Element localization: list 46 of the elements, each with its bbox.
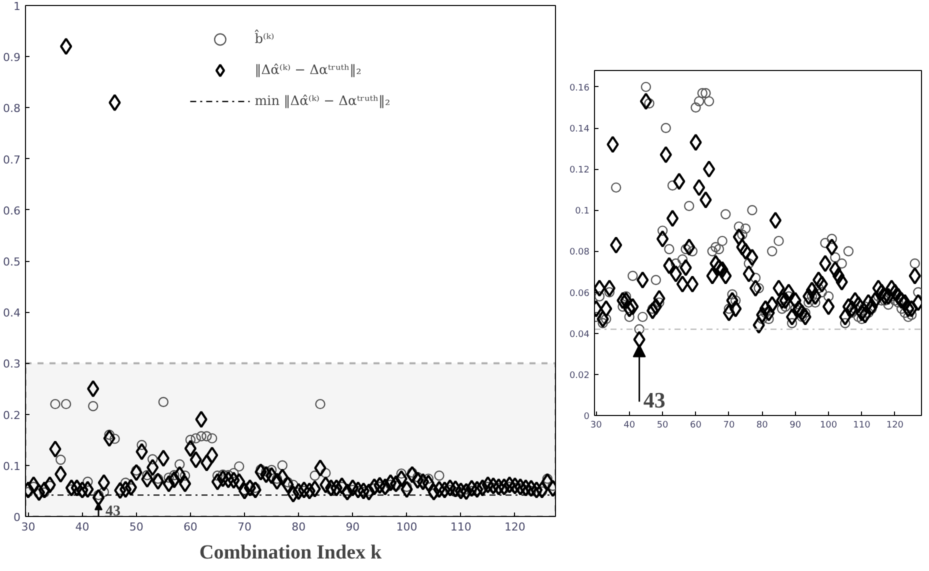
y-tick-label: 0.08 — [569, 248, 590, 258]
x-tick-label: 100 — [820, 420, 838, 430]
x-tick-label: 120 — [886, 420, 904, 430]
x-tick-label: 100 — [396, 520, 418, 534]
x-tick-label: 50 — [656, 420, 669, 430]
y-tick-label: 0.6 — [3, 204, 21, 218]
x-tick-label: 30 — [21, 520, 36, 534]
x-tick-label: 120 — [504, 520, 526, 534]
x-tick-label: 70 — [238, 520, 252, 534]
x-axis-title: Combination Index k — [199, 542, 383, 564]
y-tick-label: 0.02 — [569, 370, 590, 381]
y-tick-label: 0 — [584, 412, 590, 422]
x-tick-label: 90 — [790, 420, 802, 430]
y-tick-label: 0.4 — [3, 306, 21, 320]
annotation: 43 — [643, 388, 666, 413]
x-tick-label: 90 — [346, 520, 360, 534]
y-tick-label: 0.2 — [3, 408, 21, 422]
x-tick-label: 110 — [450, 520, 472, 534]
y-tick-label: 0.7 — [3, 153, 21, 166]
annotation: 43 — [106, 504, 121, 520]
x-tick-label: 110 — [853, 420, 871, 430]
x-tick-label: 60 — [690, 420, 702, 430]
y-tick-label: 0.14 — [569, 124, 590, 134]
y-tick-label: 0.1 — [575, 206, 590, 217]
legend-label: b̂⁽ᵏ⁾ — [254, 28, 275, 48]
x-tick-label: 50 — [129, 520, 144, 534]
x-tick-label: 30 — [590, 420, 602, 430]
x-tick-label: 70 — [723, 420, 735, 430]
x-tick-label: 40 — [624, 420, 636, 430]
y-tick-label: 0.06 — [569, 288, 590, 299]
x-tick-label: 40 — [75, 520, 90, 534]
y-tick-label: 0.8 — [3, 102, 21, 116]
y-tick-label: 1 — [14, 0, 20, 13]
y-tick-label: 0.5 — [3, 256, 21, 268]
x-tick-label: 80 — [292, 520, 306, 534]
y-tick-label: 0.04 — [569, 330, 590, 340]
x-tick-label: 60 — [183, 520, 198, 534]
legend-label: ‖Δα̂⁽ᵏ⁾ − Δαᵗʳᵘᵗʰ‖₂ — [254, 62, 362, 80]
x-tick-label: 80 — [756, 420, 768, 430]
y-tick-label: 0.16 — [569, 83, 590, 94]
y-tick-label: 0.12 — [569, 166, 590, 176]
legend-label: min ‖Δα̂⁽ᵏ⁾ − Δαᵗʳᵘᵗʰ‖₂ — [254, 92, 390, 110]
y-tick-label: 0.9 — [3, 51, 21, 64]
y-tick-label: 0.1 — [3, 460, 21, 473]
y-tick-label: 0 — [14, 511, 20, 524]
y-tick-label: 0.3 — [3, 358, 21, 371]
